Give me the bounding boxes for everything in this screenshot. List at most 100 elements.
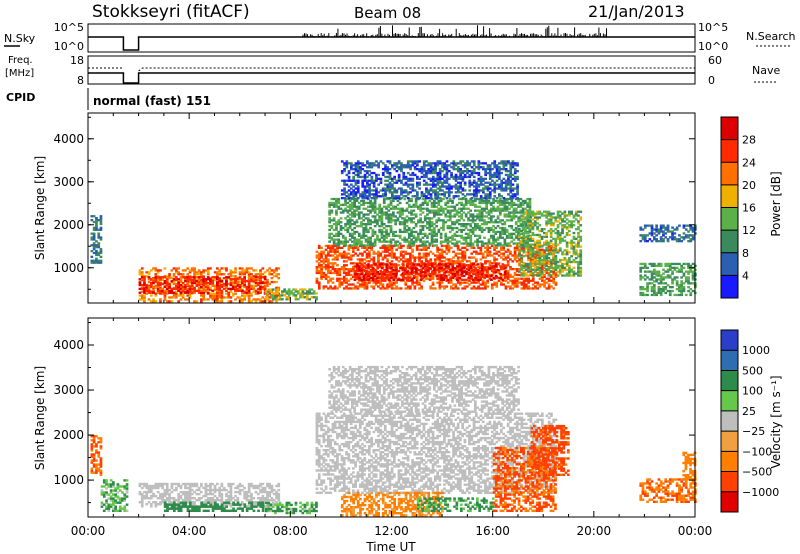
range-time-cell (507, 182, 510, 184)
range-time-cell (460, 229, 463, 231)
range-time-cell (482, 166, 485, 168)
range-time-cell (368, 164, 371, 166)
range-time-cell (445, 285, 448, 287)
range-time-cell (441, 260, 444, 262)
range-time-cell (306, 290, 309, 292)
range-time-cell (495, 282, 498, 284)
range-time-cell (320, 260, 323, 262)
range-time-cell (343, 168, 346, 170)
range-time-cell (380, 160, 383, 162)
range-time-cell (344, 223, 347, 225)
range-time-cell (475, 172, 478, 174)
range-time-cell (517, 211, 520, 213)
range-time-cell (451, 202, 454, 204)
range-time-cell (214, 293, 217, 295)
range-time-cell (512, 193, 515, 195)
range-time-cell (397, 279, 400, 281)
range-time-cell (182, 286, 185, 288)
range-time-cell (492, 235, 495, 237)
range-time-cell (230, 282, 233, 284)
range-time-cell (281, 298, 284, 300)
range-time-cell (460, 225, 463, 227)
range-time-cell (200, 276, 203, 278)
range-time-cell (367, 213, 370, 215)
range-time-cell (333, 198, 336, 200)
range-time-cell (313, 296, 316, 298)
range-time-cell (460, 213, 463, 215)
range-time-cell (492, 271, 495, 273)
range-time-cell (401, 263, 404, 265)
range-time-cell (143, 294, 146, 296)
range-time-cell (358, 213, 361, 215)
range-time-cell (313, 292, 316, 294)
range-time-cell (360, 204, 363, 206)
range-time-cell (336, 268, 339, 270)
range-time-cell (525, 283, 528, 285)
range-time-cell (432, 282, 435, 284)
range-time-cell (184, 298, 187, 300)
range-time-cell (382, 168, 385, 170)
range-time-cell (366, 282, 369, 284)
range-time-cell (336, 274, 339, 276)
range-time-cell (534, 244, 537, 246)
range-time-cell (347, 227, 350, 229)
range-time-cell (351, 202, 354, 204)
range-time-cell (516, 278, 519, 280)
range-time-cell (166, 293, 169, 295)
range-time-cell (514, 164, 517, 166)
range-time-cell (365, 241, 368, 243)
range-time-cell (272, 288, 275, 290)
range-time-cell (513, 202, 516, 204)
range-time-cell (516, 274, 519, 276)
range-time-cell (408, 217, 411, 219)
range-time-cell (164, 286, 167, 288)
range-time-cell (454, 239, 457, 241)
range-time-cell (390, 208, 393, 210)
range-time-cell (445, 263, 448, 265)
range-time-cell (234, 286, 237, 288)
range-time-cell (385, 241, 388, 243)
range-time-cell (391, 260, 394, 262)
range-time-cell (186, 273, 189, 275)
range-time-cell (456, 241, 459, 243)
range-time-cell (382, 283, 385, 285)
range-time-cell (315, 296, 318, 298)
range-time-cell (516, 184, 519, 186)
range-time-cell (422, 275, 425, 277)
range-time-cell (456, 231, 459, 233)
range-time-cell (466, 170, 469, 172)
range-time-cell (391, 191, 394, 193)
range-time-cell (91, 215, 94, 217)
range-time-cell (450, 185, 453, 187)
range-time-cell (507, 160, 510, 162)
range-time-cell (348, 189, 351, 191)
range-time-cell (202, 278, 205, 280)
range-time-cell (186, 267, 189, 269)
range-time-cell (355, 174, 358, 176)
range-time-cell (463, 265, 466, 267)
range-time-cell (422, 267, 425, 269)
range-time-cell (466, 285, 469, 287)
range-time-cell (486, 285, 489, 287)
range-time-cell (516, 193, 519, 195)
range-time-cell (427, 184, 430, 186)
range-time-cell (347, 231, 350, 233)
range-time-cell (329, 278, 332, 280)
range-time-cell (425, 195, 428, 197)
range-time-cell (407, 172, 410, 174)
range-time-cell (529, 202, 532, 204)
range-time-cell (308, 298, 311, 300)
range-time-cell (461, 265, 464, 267)
range-time-cell (171, 269, 174, 271)
range-time-cell (431, 210, 434, 212)
range-time-cell (345, 256, 348, 258)
range-time-cell (216, 282, 219, 284)
range-time-cell (460, 235, 463, 237)
range-time-cell (373, 285, 376, 287)
range-time-cell (271, 300, 274, 302)
range-time-cell (423, 280, 426, 282)
range-time-cell (143, 298, 146, 300)
range-time-cell (93, 242, 96, 244)
range-time-cell (465, 233, 468, 235)
range-time-cell (538, 216, 541, 218)
